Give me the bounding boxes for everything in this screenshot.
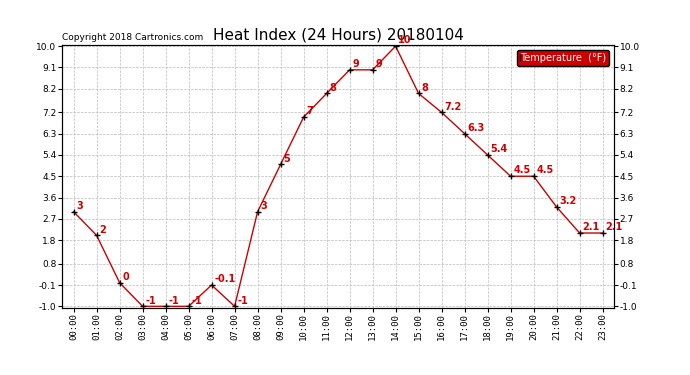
Text: 3: 3 <box>77 201 83 211</box>
Text: 8: 8 <box>329 83 336 93</box>
Text: -1: -1 <box>168 296 179 306</box>
Text: -0.1: -0.1 <box>215 274 235 284</box>
Text: 2: 2 <box>99 225 106 235</box>
Text: 7.2: 7.2 <box>444 102 462 112</box>
Text: 9: 9 <box>353 59 359 69</box>
Text: -1: -1 <box>146 296 156 306</box>
Text: -1: -1 <box>191 296 202 306</box>
Text: 5.4: 5.4 <box>491 144 508 154</box>
Text: -1: -1 <box>237 296 248 306</box>
Text: 2.1: 2.1 <box>582 222 600 232</box>
Title: Heat Index (24 Hours) 20180104: Heat Index (24 Hours) 20180104 <box>213 27 464 42</box>
Text: 8: 8 <box>422 83 428 93</box>
Text: 4.5: 4.5 <box>513 165 531 176</box>
Text: 3.2: 3.2 <box>560 196 577 206</box>
Legend: Temperature  (°F): Temperature (°F) <box>518 50 609 66</box>
Text: 3: 3 <box>260 201 267 211</box>
Text: 10: 10 <box>398 35 412 45</box>
Text: 4.5: 4.5 <box>536 165 553 176</box>
Text: 6.3: 6.3 <box>467 123 484 133</box>
Text: 9: 9 <box>375 59 382 69</box>
Text: 2.1: 2.1 <box>605 222 622 232</box>
Text: 5: 5 <box>284 154 290 164</box>
Text: 0: 0 <box>122 272 129 282</box>
Text: Copyright 2018 Cartronics.com: Copyright 2018 Cartronics.com <box>62 33 204 42</box>
Text: 7: 7 <box>306 106 313 116</box>
